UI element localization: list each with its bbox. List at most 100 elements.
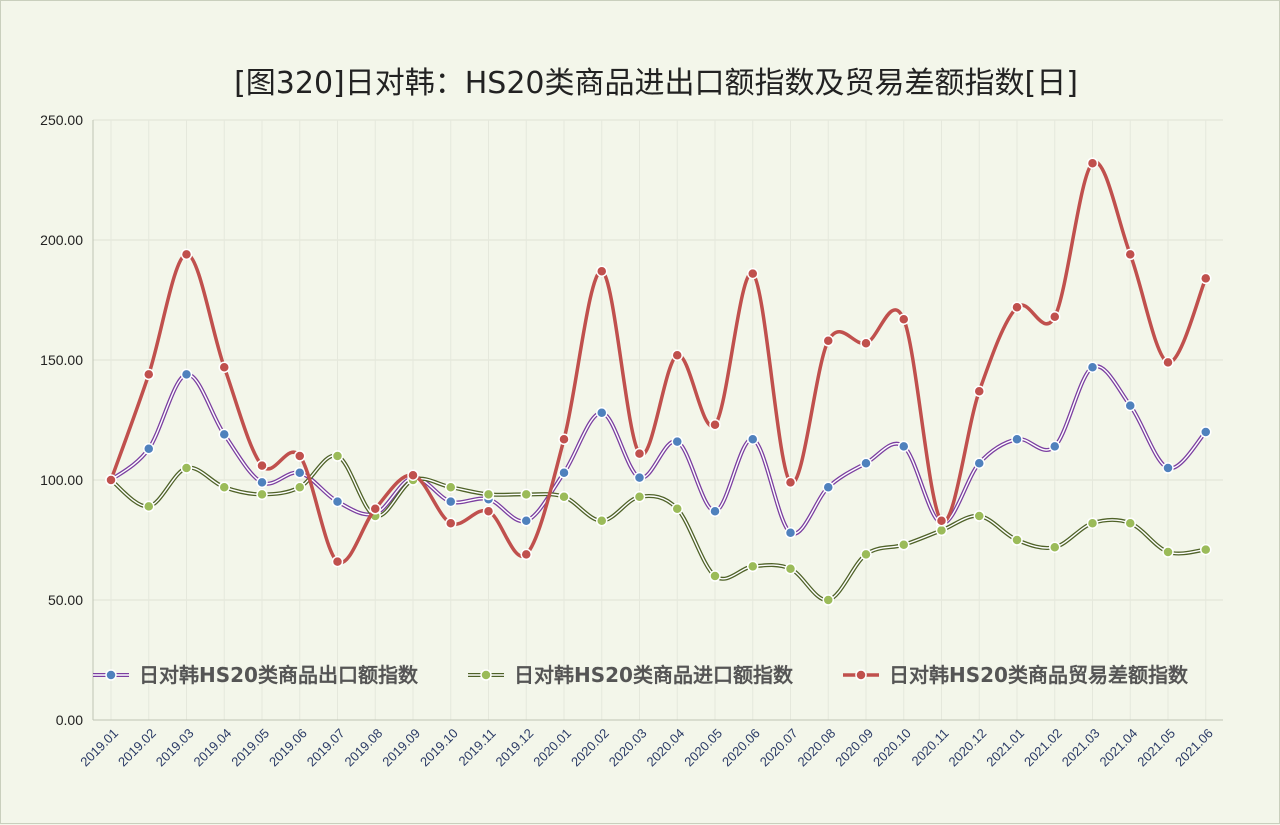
data-point <box>143 443 155 455</box>
data-point <box>445 481 457 493</box>
data-point <box>1162 356 1174 369</box>
data-point <box>256 488 268 501</box>
data-point <box>105 474 117 486</box>
data-point <box>973 385 985 397</box>
x-tick-label: 2019.12 <box>493 726 537 770</box>
legend-label: 日对韩HS20类商品进口额指数 <box>514 663 794 687</box>
data-point <box>331 555 344 568</box>
data-point <box>898 440 910 453</box>
x-tick-label: 2020.11 <box>908 726 951 769</box>
x-tick-label: 2019.01 <box>77 726 121 770</box>
series-balance <box>105 157 1212 568</box>
data-point <box>822 335 834 347</box>
data-point <box>520 488 532 501</box>
data-point <box>180 248 193 261</box>
data-point <box>784 563 797 575</box>
y-tick-label: 0.00 <box>56 712 83 728</box>
data-point <box>822 481 834 493</box>
x-tick-label: 2020.04 <box>644 726 688 770</box>
data-point <box>1200 426 1212 438</box>
data-point <box>1049 541 1061 553</box>
data-point <box>747 560 759 573</box>
data-point <box>218 428 230 441</box>
data-point <box>482 505 495 517</box>
x-tick-label: 2019.08 <box>342 726 386 770</box>
series-import <box>105 450 1212 606</box>
data-point <box>180 368 193 381</box>
data-point <box>218 361 230 373</box>
data-point <box>1162 546 1174 558</box>
x-tick-label: 2020.02 <box>568 726 612 770</box>
x-tick-label: 2020.05 <box>681 726 725 770</box>
data-point <box>898 539 910 551</box>
x-tick-label: 2020.03 <box>606 726 650 770</box>
y-tick-label: 250.00 <box>40 112 83 128</box>
data-point <box>709 570 721 582</box>
data-point <box>747 267 759 280</box>
legend-item-import: 日对韩HS20类商品进口额指数 <box>468 663 794 687</box>
data-point <box>784 476 797 489</box>
data-point <box>180 462 193 474</box>
data-point <box>143 368 155 381</box>
x-tick-label: 2019.02 <box>115 726 159 770</box>
data-point <box>558 491 570 503</box>
data-point <box>256 476 268 489</box>
data-point <box>558 467 570 479</box>
legend-swatch-marker <box>480 669 492 681</box>
x-tick-label: 2020.09 <box>832 726 876 770</box>
data-point <box>671 503 683 515</box>
x-tick-label: 2021.03 <box>1059 726 1103 770</box>
data-point <box>369 503 381 515</box>
data-point <box>709 505 721 517</box>
series-export <box>105 361 1212 539</box>
legend-item-export: 日对韩HS20类商品出口额指数 <box>93 663 419 687</box>
data-point <box>331 495 344 508</box>
grid-layer <box>93 119 1223 720</box>
data-point <box>1200 272 1212 285</box>
data-point <box>784 527 797 539</box>
data-point <box>1086 517 1099 529</box>
y-tick-label: 100.00 <box>40 472 83 488</box>
data-point <box>822 594 834 606</box>
legend-swatch-marker <box>855 669 867 681</box>
data-point <box>143 500 155 513</box>
x-tick-label: 2021.05 <box>1134 726 1178 770</box>
legend: 日对韩HS20类商品出口额指数 日对韩HS20类商品进口额指数 日对韩HS20类商品… <box>93 663 1189 687</box>
chart-title: [图320]日对韩：HS20类商品进出口额指数及贸易差额指数[日] <box>234 66 1078 101</box>
data-point <box>1200 543 1212 556</box>
data-point <box>1049 311 1061 323</box>
data-point <box>860 337 872 349</box>
x-tick-label: 2021.04 <box>1097 726 1141 770</box>
legend-swatch-marker <box>105 669 117 681</box>
x-tick-label: 2020.10 <box>870 726 914 770</box>
data-point <box>860 457 872 469</box>
data-point <box>671 349 683 361</box>
data-point <box>407 469 419 481</box>
data-point <box>596 407 608 419</box>
data-point <box>935 524 948 537</box>
x-tick-label: 2020.07 <box>757 726 801 770</box>
series-line-inner <box>110 455 1206 601</box>
x-tick-label: 2020.08 <box>795 726 839 770</box>
data-point <box>671 435 683 448</box>
data-point <box>898 313 910 325</box>
data-point <box>1011 433 1023 445</box>
series-line-outer <box>109 364 1208 536</box>
y-tick-label: 50.00 <box>48 592 83 608</box>
x-tick-label: 2020.12 <box>946 726 990 770</box>
data-point <box>256 459 268 472</box>
data-point <box>294 467 306 479</box>
data-point <box>1086 361 1099 373</box>
series-layer <box>105 157 1212 606</box>
x-tick-label: 2021.02 <box>1021 726 1065 770</box>
data-point <box>520 548 532 561</box>
data-point <box>747 433 759 445</box>
data-point <box>633 471 646 484</box>
x-tick-label: 2019.10 <box>417 726 461 770</box>
data-point <box>294 450 306 462</box>
series-line <box>109 160 1208 565</box>
x-tick-label: 2019.11 <box>455 726 498 769</box>
data-point <box>1124 399 1136 412</box>
x-tick-label: 2019.07 <box>304 726 348 770</box>
